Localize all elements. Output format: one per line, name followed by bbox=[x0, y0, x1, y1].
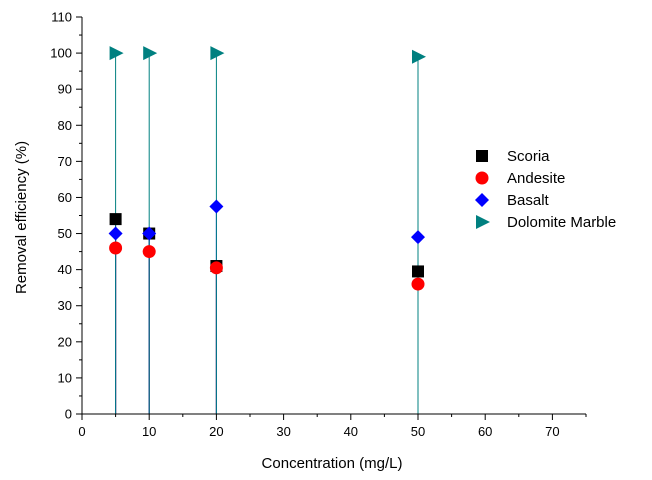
y-tick-label: 110 bbox=[51, 10, 72, 25]
andesite-point bbox=[411, 277, 425, 291]
y-tick-label: 0 bbox=[65, 407, 72, 422]
y-tick-label: 90 bbox=[58, 82, 72, 97]
legend-andesite-label: Andesite bbox=[507, 170, 565, 187]
y-axis-ticks: 0 10 20 30 40 50 60 70 80 90 100 110 bbox=[50, 10, 82, 422]
drop-lines bbox=[115, 53, 419, 414]
legend-dolomite-marble-label: Dolomite Marble bbox=[507, 214, 616, 231]
scoria-point bbox=[412, 265, 424, 278]
x-tick-label: 40 bbox=[344, 424, 358, 439]
x-tick-label: 50 bbox=[411, 424, 425, 439]
dolomite-marble-point bbox=[412, 49, 426, 64]
x-tick-label: 60 bbox=[478, 424, 492, 439]
legend-scoria-marker bbox=[476, 150, 488, 162]
andesite-point bbox=[209, 261, 223, 275]
andesite-point bbox=[109, 241, 123, 255]
x-axis-title: Concentration (mg/L) bbox=[262, 455, 403, 472]
y-tick-label: 100 bbox=[50, 46, 72, 61]
y-tick-label: 80 bbox=[58, 118, 72, 133]
y-axis-title: Removal efficiency (%) bbox=[13, 141, 30, 294]
basalt-point bbox=[209, 199, 224, 214]
legend: Scoria Andesite Basalt Dolomite Marble bbox=[475, 148, 616, 231]
y-tick-label: 60 bbox=[58, 190, 72, 205]
x-tick-label: 20 bbox=[209, 424, 223, 439]
andesite-point bbox=[142, 245, 156, 259]
basalt-point bbox=[142, 226, 157, 241]
y-tick-label: 40 bbox=[58, 262, 72, 277]
dolomite-marble-point bbox=[143, 46, 158, 61]
x-axis-ticks: 0 10 20 30 40 50 60 70 bbox=[78, 414, 587, 439]
x-tick-label: 0 bbox=[78, 424, 85, 439]
x-tick-label: 70 bbox=[545, 424, 559, 439]
scoria-point bbox=[109, 213, 122, 226]
y-tick-label: 30 bbox=[58, 298, 72, 313]
dolomite-marble-point bbox=[109, 46, 124, 61]
legend-basalt-marker bbox=[475, 193, 489, 207]
legend-scoria-label: Scoria bbox=[507, 148, 550, 165]
basalt-point bbox=[411, 230, 425, 245]
y-tick-label: 10 bbox=[58, 370, 72, 385]
x-tick-label: 10 bbox=[142, 424, 156, 439]
basalt-point bbox=[108, 226, 123, 241]
legend-andesite-marker bbox=[475, 171, 489, 185]
data-markers bbox=[108, 46, 426, 291]
y-tick-label: 70 bbox=[58, 154, 72, 169]
legend-basalt-label: Basalt bbox=[507, 192, 550, 209]
legend-dolomite-marble-marker bbox=[476, 215, 490, 229]
y-tick-label: 50 bbox=[58, 226, 72, 241]
x-tick-label: 30 bbox=[276, 424, 290, 439]
dolomite-marble-point bbox=[210, 46, 225, 61]
y-tick-label: 20 bbox=[58, 334, 72, 349]
